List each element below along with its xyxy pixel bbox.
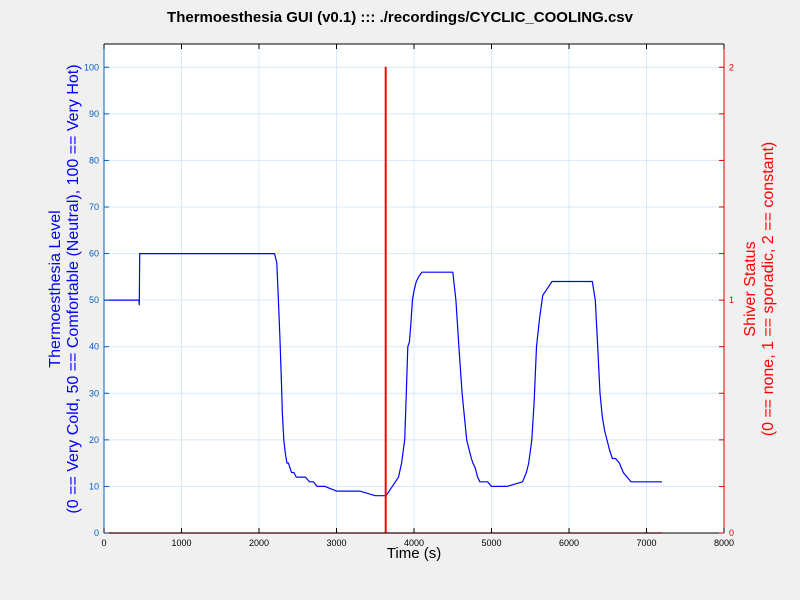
x-axis-label: Time (s) [387, 545, 441, 562]
right-axis-label-line2: (0 == none, 1 == sporadic, 2 == constant… [760, 142, 777, 436]
x-tick-label: 1000 [171, 538, 191, 548]
left-axis-label-line2: (0 == Very Cold, 50 == Comfortable (Neut… [65, 64, 82, 513]
left-tick-label: 90 [89, 109, 99, 119]
right-tick-label: 2 [729, 62, 734, 72]
left-tick-label: 20 [89, 435, 99, 445]
x-tick-label: 2000 [249, 538, 269, 548]
left-tick-label: 60 [89, 249, 99, 259]
left-axis-label-group: Thermoesthesia Level (0 == Very Cold, 50… [47, 64, 82, 513]
left-tick-label: 70 [89, 202, 99, 212]
x-tick-label: 6000 [559, 538, 579, 548]
left-tick-label: 40 [89, 342, 99, 352]
right-tick-label: 1 [729, 295, 734, 305]
left-tick-label: 0 [94, 528, 99, 538]
right-axis-label-group: Shiver Status (0 == none, 1 == sporadic,… [742, 142, 777, 436]
chart-title: Thermoesthesia GUI (v0.1) ::: ./recordin… [167, 9, 634, 26]
left-tick-label: 100 [84, 62, 99, 72]
x-tick-label: 0 [101, 538, 106, 548]
right-tick-label: 0 [729, 528, 734, 538]
x-tick-label: 5000 [481, 538, 501, 548]
left-axis-label-line1: Thermoesthesia Level [47, 210, 64, 367]
x-tick-label: 4000 [404, 538, 424, 548]
x-tick-label: 3000 [326, 538, 346, 548]
left-tick-label: 10 [89, 481, 99, 491]
x-tick-label: 8000 [714, 538, 734, 548]
left-tick-label: 30 [89, 388, 99, 398]
left-tick-label: 80 [89, 155, 99, 165]
thermoesthesia-line [104, 253, 662, 497]
tick-labels: 0 1000 2000 3000 4000 5000 6000 7000 80000102030… [84, 62, 734, 548]
x-tick-label: 7000 [636, 538, 656, 548]
left-tick-label: 50 [89, 295, 99, 305]
axes [103, 43, 725, 534]
right-axis-label-line1: Shiver Status [742, 241, 759, 336]
